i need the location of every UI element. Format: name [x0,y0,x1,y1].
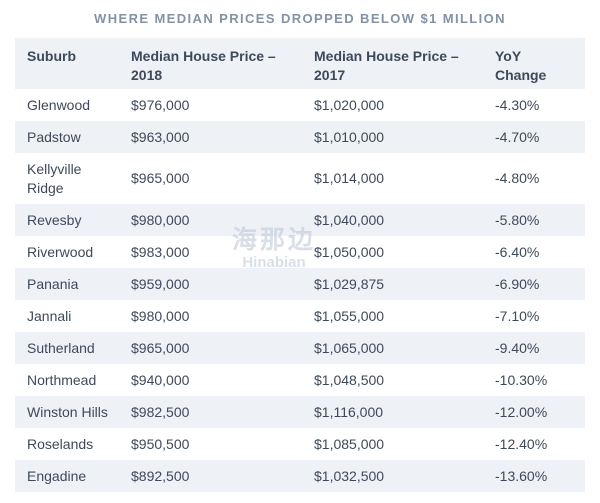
price-2018-cell: $940,000 [131,371,190,388]
yoy-change-cell: -4.30% [495,96,540,113]
price-2017-cell: $1,020,000 [314,96,385,113]
price-2018-cell: $965,000 [131,170,190,186]
price-2018-cell: $983,000 [131,243,190,260]
yoy-change-cell: -9.40% [483,332,585,364]
price-2017-cell: $1,085,000 [314,435,385,452]
suburb-cell: Winston Hills [15,396,119,428]
table-row: Riverwood $983,000 $1,050,000 -6.40% [15,236,585,268]
suburb-cell: Jannali [27,307,72,324]
median-price-table: Suburb Median House Price – 2018 Median … [15,38,585,492]
yoy-change-cell: -4.80% [495,170,540,186]
table-row: Northmead $940,000 $1,048,500 -10.30% [15,364,585,396]
suburb-cell: Padstow [15,121,119,153]
price-2017-cell: $1,010,000 [302,121,483,153]
table-row: Revesby $980,000 $1,040,000 -5.80% [15,204,585,236]
yoy-change-cell: -4.70% [483,121,585,153]
column-header-yoy-change: YoY Change [483,38,585,89]
price-2018-cell: $963,000 [119,121,302,153]
price-2017-cell: $1,050,000 [314,243,385,260]
price-2018-cell: $982,500 [119,396,302,428]
column-header-suburb: Suburb [15,38,119,89]
page-title: WHERE MEDIAN PRICES DROPPED BELOW $1 MIL… [94,11,506,26]
price-2017-cell: $1,032,500 [302,460,483,492]
suburb-cell: Glenwood [27,96,91,113]
suburb-cell: Panania [15,268,119,300]
price-2018-cell: $980,000 [131,307,190,324]
price-2017-cell: $1,029,875 [302,268,483,300]
column-header-price-2017: Median House Price – 2017 [302,38,483,89]
yoy-change-cell: -6.40% [495,243,540,260]
suburb-cell: Riverwood [27,243,94,260]
table-row: Glenwood $976,000 $1,020,000 -4.30% [15,89,585,121]
price-2017-cell: $1,065,000 [302,332,483,364]
column-header-price-2018: Median House Price – 2018 [119,38,302,89]
price-2018-cell: $892,500 [119,460,302,492]
table-row: Panania $959,000 $1,029,875 -6.90% [15,268,585,300]
table-header-row: Suburb Median House Price – 2018 Median … [15,38,585,89]
suburb-cell: Sutherland [15,332,119,364]
yoy-change-cell: -5.80% [483,204,585,236]
yoy-change-cell: -10.30% [495,371,548,388]
yoy-change-cell: -7.10% [495,307,540,324]
price-2017-cell: $1,040,000 [302,204,483,236]
yoy-change-cell: -6.90% [483,268,585,300]
table-row: Kellyville Ridge $965,000 $1,014,000 -4.… [15,153,585,204]
table-row: Jannali $980,000 $1,055,000 -7.10% [15,300,585,332]
suburb-cell: Kellyville Ridge [27,160,82,196]
suburb-cell: Northmead [27,371,97,388]
price-2018-cell: $976,000 [131,96,190,113]
suburb-cell: Revesby [15,204,119,236]
yoy-change-cell: -12.40% [495,435,548,452]
table-row: Engadine $892,500 $1,032,500 -13.60% [15,460,585,492]
suburb-cell: Engadine [15,460,119,492]
table-row: Roselands $950,500 $1,085,000 -12.40% [15,428,585,460]
price-2017-cell: $1,055,000 [314,307,385,324]
price-2018-cell: $959,000 [119,268,302,300]
price-2017-cell: $1,116,000 [302,396,483,428]
suburb-cell: Roselands [27,435,94,452]
price-2018-cell: $950,500 [131,435,190,452]
price-2017-cell: $1,048,500 [314,371,385,388]
yoy-change-cell: -12.00% [483,396,585,428]
yoy-change-cell: -13.60% [483,460,585,492]
table-row: Winston Hills $982,500 $1,116,000 -12.00… [15,396,585,428]
table-row: Sutherland $965,000 $1,065,000 -9.40% [15,332,585,364]
table-row: Padstow $963,000 $1,010,000 -4.70% [15,121,585,153]
price-2018-cell: $980,000 [119,204,302,236]
price-2018-cell: $965,000 [119,332,302,364]
price-2017-cell: $1,014,000 [314,170,385,186]
